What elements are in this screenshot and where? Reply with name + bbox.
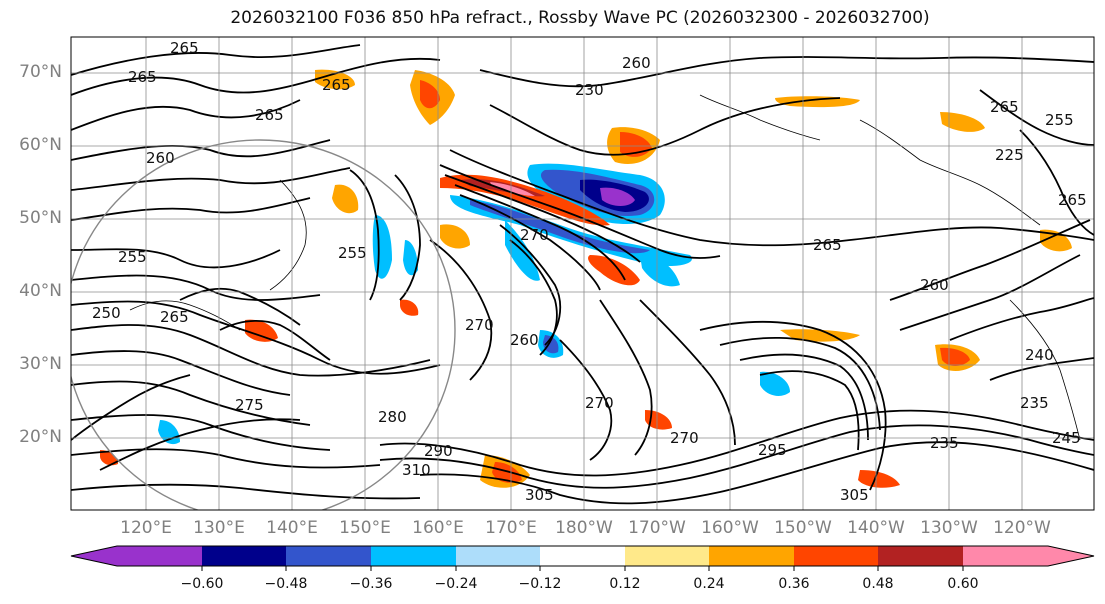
contour-label: 290 [424,442,453,460]
colorbar-tick-label: 0.36 [778,576,810,592]
contour-label: 265 [1058,191,1087,209]
colorbar-tick-label: 0.60 [947,576,979,592]
contour-label: 240 [1025,346,1054,364]
contour-label: 245 [1052,429,1081,447]
lon-label: 130°E [193,518,245,538]
contour-label: 270 [670,429,699,447]
colorbar-tick-label: 0.12 [609,576,641,592]
contour-label: 260 [920,276,949,294]
colorbar-segment [625,546,709,566]
contour-label: 265 [160,308,189,326]
colorbar-segment [286,546,371,566]
contour-label: 255 [338,244,367,262]
contour-label: 260 [146,149,175,167]
anomaly-shading [100,69,1072,488]
contour-label: 265 [322,76,351,94]
lat-label: 60°N [19,135,62,155]
lon-label: 160°W [701,518,759,538]
highlight-ring [71,139,456,510]
lon-label: 120°E [120,518,172,538]
colorbar-tick-label: −0.12 [518,576,562,592]
colorbar-segment [456,546,540,566]
coastlines [129,94,1081,441]
colorbar-tick-label: −0.48 [264,576,308,592]
lat-lon-grid [71,37,1094,510]
contour-label: 275 [235,396,264,414]
contour-label: 305 [525,486,554,504]
colorbar-segment [878,546,963,566]
lon-label: 150°W [774,518,832,538]
lon-label: 130°W [920,518,978,538]
lon-label: 170°W [628,518,686,538]
contour-label: 270 [585,394,614,412]
contour-label: 295 [758,441,787,459]
colorbar-tick-label: −0.24 [434,576,478,592]
contour-label: 230 [575,81,604,99]
map-frame [70,36,1095,511]
contour-label: 260 [510,331,539,349]
contour-label: 265 [128,68,157,86]
colorbar-tick-label: 0.24 [693,576,725,592]
contour-label: 255 [1045,111,1074,129]
contour-label: 310 [402,461,431,479]
geopotential-contours [71,44,1094,505]
contour-label: 225 [995,146,1024,164]
contour-label: 265 [170,39,199,57]
colorbar-segment [963,546,1048,566]
contour-label: 260 [622,54,651,72]
lon-label: 140°E [266,518,318,538]
contour-label: 265 [813,236,842,254]
colorbar-segment [540,546,625,566]
lat-label: 20°N [19,427,62,447]
colorbar-segment [371,546,456,566]
lon-label: 160°E [412,518,464,538]
contour-label: 305 [840,486,869,504]
colorbar-tick-label: −0.36 [349,576,393,592]
lon-label: 170°E [485,518,537,538]
contour-label: 235 [1020,394,1049,412]
lat-label: 70°N [19,62,62,82]
lat-label: 50°N [19,208,62,228]
contour-label: 265 [255,106,284,124]
colorbar-segment [202,546,286,566]
contour-label: 255 [118,248,147,266]
plot-title: 2026032100 F036 850 hPa refract., Rossby… [230,8,930,28]
colorbar-tick-label: 0.48 [862,576,894,592]
lon-label: 140°W [847,518,905,538]
contour-label: 265 [990,98,1019,116]
contour-label: 250 [92,304,121,322]
contour-label: 235 [930,434,959,452]
colorbar-segment [71,546,117,566]
lon-label: 150°E [339,518,391,538]
contour-label: 280 [378,408,407,426]
colorbar-segment [117,546,202,566]
lat-label: 40°N [19,281,62,301]
lon-label: 180°W [555,518,613,538]
colorbar-segment [1048,546,1094,566]
contour-label: 270 [465,316,494,334]
lon-label: 120°W [993,518,1051,538]
colorbar [70,545,1095,571]
colorbar-segment [794,546,878,566]
contour-labels: 265 265 260 260 265 265 255 255 250 265 … [92,39,1087,504]
colorbar-segment [709,546,794,566]
lat-label: 30°N [19,354,62,374]
contour-label: 270 [520,226,549,244]
colorbar-tick-label: −0.60 [180,576,224,592]
